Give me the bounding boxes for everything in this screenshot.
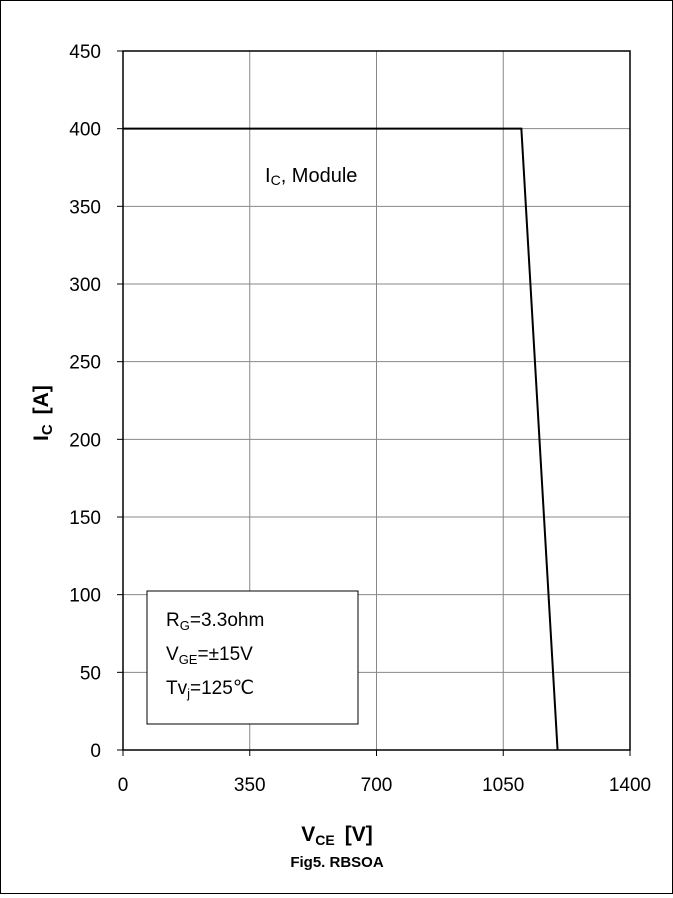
x-tick-label: 700	[361, 775, 393, 796]
condition-line: VGE=±15V	[166, 644, 253, 667]
x-tick-label: 0	[118, 775, 129, 796]
condition-line: RG=3.3ohm	[166, 610, 264, 633]
figure-caption: Fig5. RBSOA	[290, 854, 384, 871]
y-tick-label: 100	[69, 586, 101, 607]
y-ticks: 0 50 100 150 200 250 300 350 400 450	[69, 42, 123, 762]
y-tick-label: 450	[69, 42, 101, 63]
conditions-list: RG=3.3ohm VGE=±15V Tvj=125℃	[166, 610, 264, 701]
condition-line: Tvj=125℃	[166, 678, 254, 701]
y-tick-label: 200	[69, 430, 101, 451]
y-tick-label: 50	[80, 663, 101, 684]
y-tick-label: 150	[69, 508, 101, 529]
y-tick-label: 350	[69, 197, 101, 218]
x-tick-label: 1400	[609, 775, 651, 796]
y-tick-label: 300	[69, 275, 101, 296]
x-tick-label: 350	[234, 775, 266, 796]
y-tick-label: 250	[69, 353, 101, 374]
x-tick-label: 1050	[482, 775, 524, 796]
y-tick-label: 400	[69, 120, 101, 141]
y-tick-label: 0	[90, 741, 101, 762]
series-line	[123, 127, 559, 751]
series-label: IC, Module	[265, 165, 357, 188]
conditions-box	[146, 590, 359, 725]
x-ticks: 0 350 700 1050 1400	[118, 750, 651, 796]
y-axis-label: IC[A]	[30, 385, 56, 441]
x-axis-label: VCE [V]	[301, 823, 372, 848]
